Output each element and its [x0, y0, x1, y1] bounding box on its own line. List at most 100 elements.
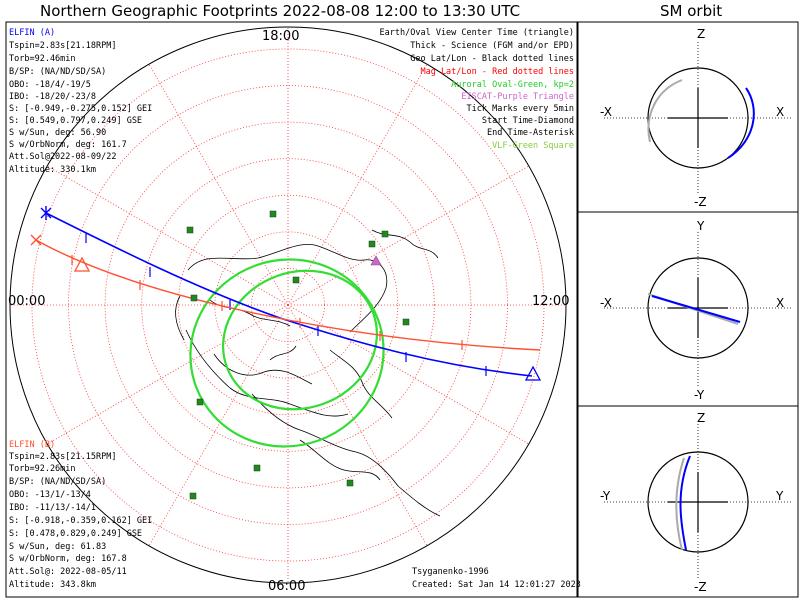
- sm-frame: [577, 21, 799, 598]
- tick-label-left: 00:00: [8, 294, 45, 309]
- mag-lat-circle: [104, 121, 472, 489]
- mag-lon-line: [47, 165, 289, 306]
- elfin-b-line: S: [-0.918,-0.359,0.162] GEI: [9, 516, 152, 526]
- elfin-b-line: Altitude: 343.8km: [9, 580, 96, 590]
- coastline: [397, 485, 441, 517]
- elfin-a-line: S w/OrbNorm, deg: 161.7: [9, 140, 127, 150]
- vlf-square: [196, 398, 204, 406]
- page-title: Northern Geographic Footprints 2022-08-0…: [40, 2, 521, 20]
- mag-lon-line: [287, 64, 428, 306]
- tick-label-top: 18:00: [262, 29, 299, 44]
- elfin-a-line: Tspin=2.83s[21.18RPM]: [9, 41, 116, 51]
- elfin-a-line: IBO: -18/20/-23/8: [9, 92, 96, 102]
- mag-lat-circle: [141, 158, 435, 452]
- elfin-a-title: ELFIN (A): [9, 28, 55, 38]
- mag-lat-circle: [31, 48, 545, 562]
- vlf-square: [346, 479, 354, 487]
- legend-entry: Start Time-Diamond: [482, 116, 574, 126]
- coastline: [251, 393, 399, 487]
- polar-map: [9, 26, 567, 584]
- legend-entry: Auroral Oval-Green, kp=2: [451, 80, 574, 90]
- auroral-oval-inner: [222, 269, 378, 411]
- elfin-b-line: OBO: -13/1/-13/4: [9, 490, 91, 500]
- elfin-a-line: B/SP: (NA/ND/SD/SA): [9, 67, 106, 77]
- map-frame: [5, 21, 578, 598]
- sm-orbit-b: [675, 457, 685, 551]
- elfin-a-line: S: [-0.949,-0.275,0.152] GEI: [9, 104, 152, 114]
- auroral-oval-outer: [189, 258, 385, 448]
- sm-axis-right: Y: [775, 489, 784, 503]
- sm-orbit-a: [727, 87, 755, 159]
- elfin-b-line: Att.Sol@: 2022-08-05/11: [9, 567, 127, 577]
- elfin-b-info: ELFIN (B) Tspin=2.83s[21.15RPM] Torb=92.…: [9, 440, 152, 590]
- vlf-square: [253, 464, 261, 472]
- legend-entry: Earth/Oval View Center Time (triangle): [380, 28, 574, 38]
- elfin-b-title: ELFIN (B): [9, 440, 55, 450]
- sm-earth-circle: [647, 257, 749, 359]
- elfin-a-line: Altitude: 330.1km: [9, 165, 96, 175]
- map-boundary: [9, 26, 567, 584]
- sm-orbit-title: SM orbit: [660, 2, 723, 20]
- legend-entry: Thick - Science (FGM and/or EPD): [410, 41, 574, 51]
- elfin-b-line: B/SP: (NA/ND/SD/SA): [9, 477, 106, 487]
- coastlines: [175, 229, 441, 517]
- mag-lon-line: [287, 165, 529, 306]
- coastline: [329, 349, 393, 419]
- legend-entry: VLF-Green Square: [492, 141, 574, 151]
- elfin-b-end-asterisk: [30, 234, 42, 246]
- vlf-square: [402, 318, 410, 326]
- eiscat-triangle: [370, 255, 382, 266]
- elfin-b-center-triangle: [73, 256, 91, 272]
- mag-lon-line: [287, 304, 529, 445]
- coastline: [299, 439, 381, 481]
- elfin-b-line: S w/OrbNorm, deg: 167.8: [9, 554, 127, 564]
- legend-entry: Mag Lat/Lon - Red dotted lines: [420, 67, 574, 77]
- elfin-a-end-asterisk: [40, 206, 52, 220]
- legend-entry: End Time-Asterisk: [487, 128, 574, 138]
- sm-earth-circle: [647, 67, 749, 169]
- sm-axis-bottom: -Y: [694, 388, 705, 402]
- station-markers: [186, 210, 410, 500]
- vlf-square: [189, 492, 197, 500]
- vlf-square: [368, 240, 376, 248]
- mag-lon-line: [148, 64, 289, 306]
- vlf-square: [292, 276, 300, 284]
- elfin-b-line: Tspin=2.83s[21.15RPM]: [9, 452, 116, 462]
- elfin-b-line: S: [0.478,0.829,0.249] GSE: [9, 529, 142, 539]
- elfin-a-line: Att.Sol@2022-08-09/22: [9, 152, 116, 162]
- sm-orbit-b: [647, 79, 683, 143]
- sm-axis-left: -Y: [600, 489, 611, 503]
- elfin-a-line: Torb=92.46min: [9, 54, 76, 64]
- elfin-b-track: [35, 239, 541, 351]
- sm-orbit-panels: Z -Z -X X Y -Y -X X Z -Z -Y Y: [600, 27, 792, 594]
- sm-axis-right: X: [776, 296, 784, 310]
- vlf-square: [190, 294, 198, 302]
- coastline: [175, 295, 185, 341]
- elfin-a-track: [45, 212, 533, 377]
- vlf-square: [381, 230, 389, 238]
- elfin-a-line: S: [0.549,0.797,0.249] GSE: [9, 116, 142, 126]
- sm-axis-top: Y: [696, 219, 705, 233]
- legend-entry: Geo Lat/Lon - Black dotted lines: [410, 54, 574, 64]
- sm-axis-bottom: -Z: [694, 580, 707, 594]
- sm-axis-right: X: [776, 105, 784, 119]
- elfin-a-info: ELFIN (A) Tspin=2.83s[21.18RPM] Torb=92.…: [9, 28, 152, 175]
- elfin-a-center-triangle: [524, 365, 542, 381]
- elfin-b-line: S w/Sun, deg: 61.83: [9, 542, 106, 552]
- credit-created: Created: Sat Jan 14 12:01:27 2023: [412, 580, 581, 590]
- vlf-square: [269, 210, 277, 218]
- elfin-a-line: S w/Sun, deg: 56.90: [9, 128, 106, 138]
- coastline: [269, 345, 297, 361]
- sm-axis-bottom: -Z: [694, 195, 707, 209]
- sm-axis-left: -X: [600, 296, 612, 310]
- mag-lon-line: [287, 304, 428, 546]
- mag-lon-line: [47, 304, 289, 445]
- sm-orbit-a: [651, 295, 741, 323]
- sm-axis-top: Z: [697, 411, 705, 425]
- mag-lat-circle: [177, 194, 399, 416]
- sm-orbit-a: [679, 455, 691, 551]
- tick-label-bottom: 06:00: [268, 579, 305, 594]
- legend-entry: Tick Marks every 5min: [467, 104, 574, 114]
- elfin-a-line: OBO: -18/4/-19/5: [9, 80, 91, 90]
